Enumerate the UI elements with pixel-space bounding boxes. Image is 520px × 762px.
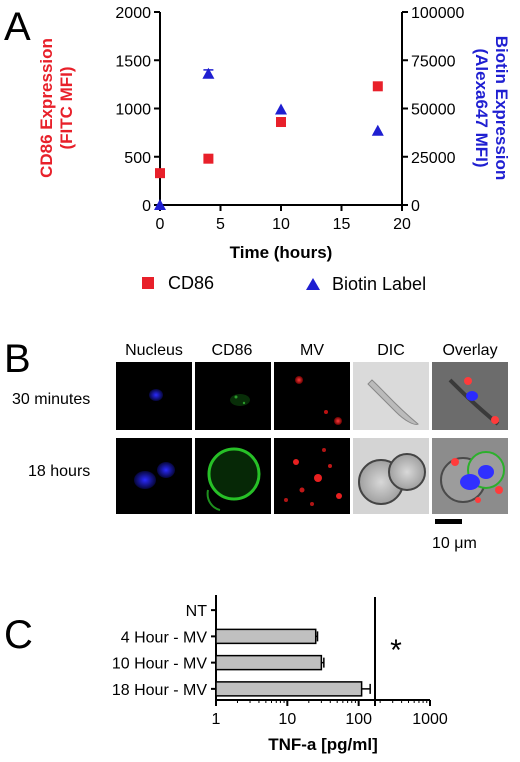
x-tick-label: 100 <box>345 711 372 728</box>
x-tick-label: 1 <box>212 711 221 728</box>
significance-asterisk: * <box>390 634 402 667</box>
mic-tile-30min-mv <box>274 362 350 430</box>
category-label: 4 Hour - MV <box>121 629 208 646</box>
mic-tile-30min-overlay <box>432 362 508 430</box>
y-right-tick-label: 0 <box>411 198 420 215</box>
category-label: 10 Hour - MV <box>112 656 207 673</box>
scale-bar-label: 10 μm <box>432 535 477 552</box>
x-tick-label: 10 <box>278 711 296 728</box>
y-left-tick-label: 1500 <box>115 53 151 70</box>
legend-biotin-marker <box>306 278 320 290</box>
y-left-tick-label: 2000 <box>115 5 151 22</box>
panel-letter-c: C <box>4 613 33 657</box>
mic-tile-18h-mv <box>274 438 350 514</box>
biotin-point <box>154 199 166 210</box>
legend-cd86-label: CD86 <box>168 273 214 293</box>
panel-c-chart: 1 10 100 1000 NT 4 Hour - MV 10 Hour - MV 18 Ho… <box>112 595 448 754</box>
biotin-point <box>371 124 384 136</box>
cd86-point <box>155 168 165 179</box>
mic-tile-30min-cd86 <box>195 362 271 430</box>
mic-col-overlay: Overlay <box>442 342 497 359</box>
mic-row-18-hours: 18 hours <box>28 463 90 480</box>
mic-col-nucleus: Nucleus <box>125 342 183 359</box>
mic-col-dic: DIC <box>377 342 405 359</box>
y-left-axis-title: CD86 Expression(FITC MFI) <box>37 38 76 178</box>
panel-a-chart: 0 5 10 15 2005001000150020000250005000075000… <box>37 5 511 262</box>
y-left-tick-label: 1000 <box>115 102 151 119</box>
panel-letter-a: A <box>4 5 31 49</box>
panel-letter-b: B <box>4 337 31 381</box>
mic-tile-18h-nucleus <box>116 438 192 514</box>
panel-a-legend: CD86 Biotin Label <box>142 273 426 294</box>
bar <box>215 681 363 697</box>
cd86-point <box>276 117 286 128</box>
biotin-point <box>275 103 287 115</box>
mic-row-30-minutes: 30 minutes <box>12 391 90 408</box>
bar <box>215 654 323 671</box>
cd86-point <box>203 153 214 164</box>
mic-tile-18h-dic <box>353 438 429 514</box>
y-right-axis-title: Biotin Expression(Alexa647 MFI) <box>472 36 511 181</box>
x-axis-title: Time (hours) <box>230 243 333 262</box>
mic-tile-18h-overlay <box>432 438 508 514</box>
y-left-tick-label: 500 <box>124 150 151 167</box>
category-label: NT <box>186 603 208 620</box>
x-tick-label: 15 <box>333 216 351 233</box>
mic-tile-18h-cd86 <box>195 438 271 514</box>
mic-tile-30min-nucleus <box>116 362 192 430</box>
biotin-point <box>202 67 215 79</box>
category-label: 18 Hour - MV <box>112 682 207 699</box>
x-tick-label: 20 <box>393 216 411 233</box>
cd86-point <box>372 81 383 92</box>
y-right-tick-label: 50000 <box>411 102 456 119</box>
mic-col-mv: MV <box>300 342 324 359</box>
bar <box>215 628 317 645</box>
x-tick-label: 1000 <box>412 711 448 728</box>
x-tick-label: 5 <box>216 216 225 233</box>
y-right-tick-label: 100000 <box>411 5 464 22</box>
y-right-tick-label: 25000 <box>411 150 456 167</box>
legend-biotin-label: Biotin Label <box>332 274 426 294</box>
x-tick-label: 0 <box>156 216 165 233</box>
mic-tile-30min-dic <box>353 362 429 430</box>
x-tick-label: 10 <box>272 216 290 233</box>
scale-bar <box>435 519 462 524</box>
mic-col-cd86: CD86 <box>212 342 253 359</box>
y-left-tick-label: 0 <box>142 198 151 215</box>
x-axis-title: TNF-a [pg/ml] <box>268 735 378 754</box>
legend-cd86-marker <box>142 277 154 289</box>
y-right-tick-label: 75000 <box>411 53 456 70</box>
